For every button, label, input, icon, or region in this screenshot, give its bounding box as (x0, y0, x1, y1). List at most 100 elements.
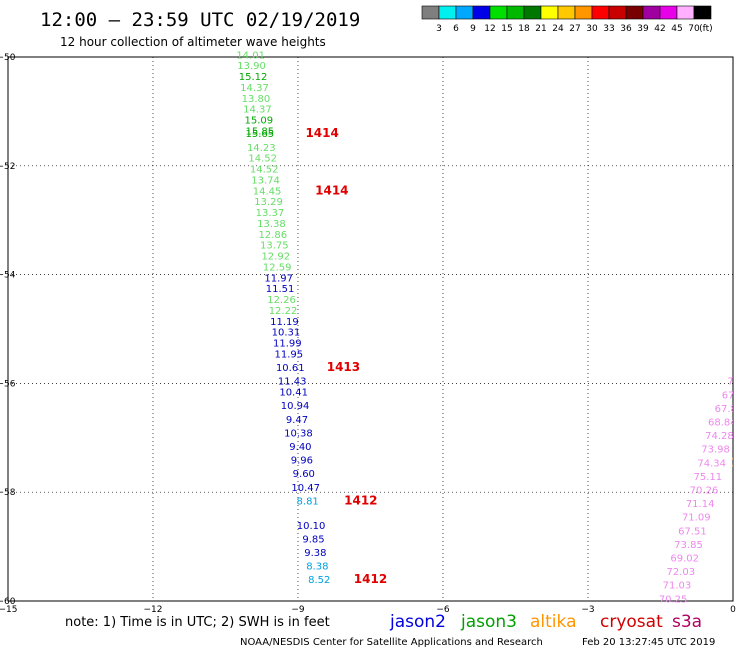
y-tick-label: −54 (0, 271, 16, 281)
swh-point-jason3: 14.45 (253, 186, 282, 197)
swh-point-s3a: 75.11 (694, 472, 723, 483)
swh-point-jason3: 13.37 (256, 208, 285, 219)
swh-point-jason2: 10.38 (284, 428, 313, 439)
swh-point-s3a: 73.98 (701, 445, 730, 456)
data-points: 14.0113.9015.1214.3713.8014.3715.0915.85… (236, 50, 737, 605)
swh-point-jason2: 10.61 (276, 363, 305, 374)
y-tick-label: −56 (0, 379, 16, 389)
swh-point-jason2: 9.47 (286, 415, 308, 426)
pass-number-label: 1412 (354, 572, 387, 586)
swh-point-jason2: 9.85 (302, 534, 324, 545)
swh-point-jason2: 10.10 (297, 521, 326, 532)
pass-number-label: 1414 (305, 126, 338, 140)
legend-label: 24 (552, 24, 564, 34)
swh-point-jason3: 15.65 (245, 129, 274, 140)
legend-label: 6 (453, 24, 459, 34)
y-tick-label: −50 (0, 53, 16, 63)
timestamp-text: Feb 20 13:27:45 UTC 2019 (582, 637, 715, 648)
legend-label: 36 (620, 24, 632, 34)
legend-swatch (523, 5, 542, 20)
y-tick-label: −60 (0, 597, 16, 607)
swh-point-jason3: 12.92 (261, 252, 290, 263)
legend-swatch (557, 5, 576, 20)
legend-swatch (676, 5, 695, 20)
swh-point-jason3: 13.90 (237, 61, 266, 72)
swh-point-jason3: 13.29 (254, 197, 283, 208)
swh-point-s3a: 69.02 (670, 553, 699, 564)
swh-point-jason2: 10.47 (291, 483, 320, 494)
legend-swatch (421, 5, 440, 20)
x-tick-label: −6 (436, 605, 450, 615)
satellite-cryosat: cryosat (600, 612, 663, 632)
legend-label: 33 (603, 24, 614, 34)
y-tick-label: −58 (0, 488, 16, 498)
swh-point-jason3: 14.52 (248, 154, 277, 165)
legend-label: 27 (569, 24, 580, 34)
chart-title: 12:00 – 23:59 UTC 02/19/2019 (40, 9, 360, 31)
swh-point-jason3: 14.01 (236, 50, 265, 61)
x-tick-label: −3 (581, 605, 594, 615)
legend-swatch (625, 5, 644, 20)
swh-point-s3a: 68.84 (708, 417, 737, 428)
legend-swatch (608, 5, 627, 20)
swh-point-jason2: 10.31 (272, 328, 301, 339)
swh-point-jason2: 11.19 (270, 317, 299, 328)
swh-point-jason2: 9.40 (289, 442, 311, 453)
pass-number-label: 1413 (327, 360, 360, 374)
swh-point-s3a: 67.51 (678, 526, 707, 537)
swh-point-jason2: 11.95 (274, 349, 303, 360)
swh-point-s3a: 74.34 (697, 458, 726, 469)
swh-point-s3a: 73.85 (674, 540, 703, 551)
swh-point-jason3: 13.80 (242, 94, 271, 105)
legend-swatch (659, 5, 678, 20)
legend-label: 9 (470, 24, 476, 34)
legend-label: 45 (671, 24, 682, 34)
swh-point-jason3: 15.12 (239, 72, 268, 83)
swh-point-s3a: 70.25 (659, 594, 688, 605)
swh-point-s3a: 71.14 (686, 499, 715, 510)
swh-point-jason3: 15.85 (245, 126, 274, 137)
swh-point-jason3: 12.22 (269, 306, 298, 317)
swh-point-jason2: 11.51 (266, 284, 295, 295)
swh-point-jason3: 13.38 (257, 219, 286, 230)
legend-label: 3 (436, 24, 442, 34)
legend-swatch (455, 5, 474, 20)
legend-label: (ft) (699, 24, 713, 34)
swh-point-s3a: 67 (722, 390, 735, 401)
legend-label: 39 (637, 24, 649, 34)
swh-point-jason2: 8.81 (297, 496, 319, 507)
legend-swatch (591, 5, 610, 20)
swh-point-jason2: 11.97 (264, 273, 293, 284)
swh-point-jason2: 8.52 (308, 575, 330, 586)
plot-area: −15 −12 −9 −6 −3 0 −50 −52 −54 −56 −58 −60 14.0113.9… (0, 50, 737, 615)
legend-label: 15 (501, 24, 512, 34)
swh-point-jason3: 13.74 (251, 175, 280, 186)
legend-swatch (472, 5, 491, 20)
swh-point-jason2: 11.99 (273, 339, 302, 350)
swh-point-s3a: 71.09 (682, 513, 711, 524)
swh-point-jason3: 14.37 (243, 105, 272, 116)
swh-point-s3a: 72.03 (666, 567, 695, 578)
x-tick-label: −12 (144, 605, 163, 615)
swh-point-s3a: 71.03 (663, 581, 692, 592)
legend-label: 70 (688, 24, 700, 34)
satellite-jason3: jason3 (460, 612, 517, 632)
legend-swatch (574, 5, 593, 20)
legend-label: 12 (484, 24, 495, 34)
legend-swatch (489, 5, 508, 20)
credit-text: NOAA/NESDIS Center for Satellite Applica… (240, 637, 543, 648)
x-tick-label: 0 (730, 605, 736, 615)
legend-swatch (693, 5, 712, 20)
legend-label: 21 (535, 24, 546, 34)
pass-number-label: 1412 (344, 493, 377, 507)
satellite-legend: jason2 jason3 altika cryosat s3a (389, 612, 702, 632)
swh-point-jason3: 14.23 (247, 143, 276, 154)
note-text: note: 1) Time is in UTC; 2) SWH is in fe… (65, 615, 330, 630)
legend-swatch (506, 5, 525, 20)
swh-point-jason3: 15.09 (245, 116, 274, 127)
legend-label: 30 (586, 24, 598, 34)
legend-label: 42 (654, 24, 665, 34)
color-legend: 3 6 9 12 15 18 21 24 27 30 33 36 39 42 45 70 (ft) (421, 5, 713, 34)
legend-label: 18 (518, 24, 530, 34)
satellite-jason2: jason2 (389, 612, 446, 632)
